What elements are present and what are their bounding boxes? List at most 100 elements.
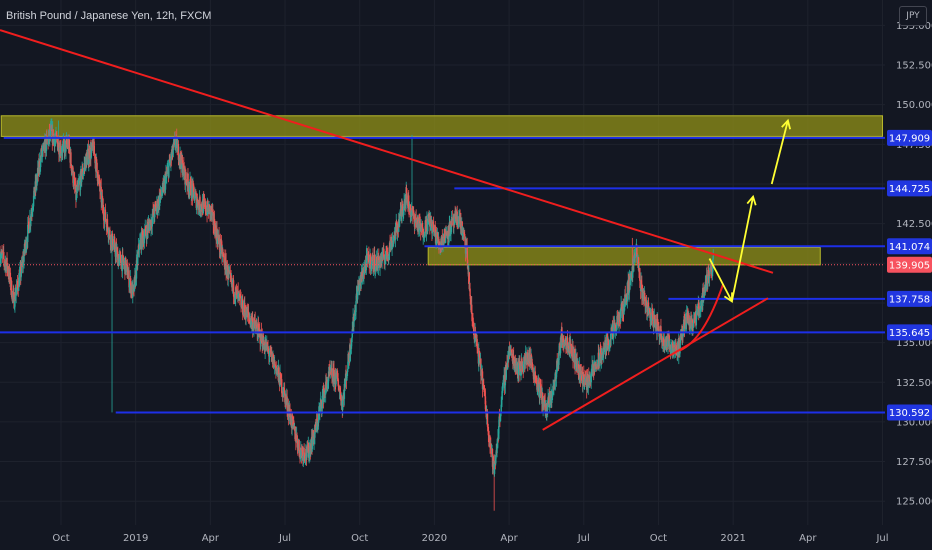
candle-body bbox=[459, 213, 461, 227]
candle-body bbox=[432, 223, 435, 230]
candle-body bbox=[321, 395, 324, 409]
candle-body bbox=[542, 401, 544, 408]
candle-body bbox=[291, 415, 294, 417]
candle-body bbox=[464, 236, 466, 246]
price-axis[interactable]: 155.000152.500150.000147.500145.000142.5… bbox=[885, 0, 932, 550]
candle-body bbox=[669, 344, 672, 354]
candle-body bbox=[120, 254, 122, 264]
candle-body bbox=[374, 269, 376, 272]
candle-body bbox=[259, 330, 261, 332]
candle-body bbox=[572, 345, 574, 361]
candle-body bbox=[321, 408, 323, 409]
candle-body bbox=[250, 315, 253, 325]
candle-body bbox=[200, 209, 202, 211]
candle-body bbox=[547, 396, 549, 406]
candle-body bbox=[654, 318, 656, 327]
candle-body bbox=[601, 355, 604, 358]
projection-arrow-shaft bbox=[731, 196, 754, 302]
candle-body bbox=[296, 440, 299, 449]
candle-body bbox=[188, 187, 191, 193]
candle-body bbox=[595, 364, 597, 366]
candle-body bbox=[519, 361, 521, 376]
candle-body bbox=[472, 325, 475, 328]
candle-body bbox=[620, 304, 622, 309]
candle-body bbox=[248, 315, 250, 318]
candle-body bbox=[556, 363, 559, 367]
candle-body bbox=[105, 221, 107, 224]
candle-body bbox=[39, 160, 41, 168]
candle-body bbox=[179, 152, 182, 162]
candle-body bbox=[81, 168, 84, 176]
candle-body bbox=[712, 255, 714, 260]
candle-body bbox=[257, 323, 259, 339]
candle-body bbox=[54, 139, 56, 141]
candle-body bbox=[269, 347, 272, 350]
candle-body bbox=[626, 282, 629, 302]
candle-body bbox=[61, 144, 64, 153]
trendline bbox=[542, 297, 769, 431]
candle-body bbox=[231, 277, 233, 286]
candle-body bbox=[7, 272, 9, 275]
candle-body bbox=[503, 374, 506, 387]
candle-body bbox=[372, 261, 375, 270]
candle-body bbox=[337, 378, 339, 386]
candle-body bbox=[11, 292, 14, 300]
candle-body bbox=[693, 314, 696, 321]
candle-body bbox=[649, 313, 652, 321]
candle-body bbox=[156, 208, 159, 212]
candle-body bbox=[274, 365, 277, 367]
candle-body bbox=[185, 172, 187, 180]
candle-body bbox=[161, 182, 164, 194]
candle-body bbox=[353, 321, 355, 327]
candle-body bbox=[652, 326, 655, 328]
price-axis-tick-label: 130.000 bbox=[896, 417, 932, 428]
candle-body bbox=[457, 224, 460, 227]
candle-body bbox=[171, 153, 173, 159]
candle-body bbox=[244, 311, 246, 314]
candle-body bbox=[85, 154, 88, 157]
candle-body bbox=[240, 297, 242, 308]
candle-body bbox=[267, 347, 269, 350]
candle-body bbox=[586, 374, 589, 382]
candle-body bbox=[282, 392, 284, 395]
candle-body bbox=[227, 269, 230, 274]
candle-body bbox=[622, 304, 624, 314]
currency-badge[interactable]: JPY bbox=[899, 6, 927, 26]
time-axis[interactable]: Oct 2019 Apr Jul Oct 2020 Apr Jul Oct 2021 Apr Jul bbox=[0, 525, 889, 550]
candle-body bbox=[590, 375, 592, 383]
candle-body bbox=[125, 265, 127, 272]
candle-body bbox=[170, 153, 172, 164]
candle-body bbox=[378, 256, 380, 262]
candle-body bbox=[670, 349, 672, 354]
candle-body bbox=[15, 291, 17, 296]
candle-body bbox=[377, 256, 380, 269]
candle-body bbox=[695, 310, 698, 320]
trendline bbox=[0, 29, 774, 274]
candle-body bbox=[627, 279, 630, 294]
candle-body bbox=[229, 274, 232, 278]
time-axis-tick-label: Jul bbox=[278, 533, 291, 544]
candle-body bbox=[524, 355, 526, 365]
candle-body bbox=[46, 135, 48, 138]
candle-body bbox=[368, 254, 370, 262]
candle-body bbox=[476, 347, 479, 350]
candle-body bbox=[425, 221, 427, 234]
candle-body bbox=[447, 226, 450, 239]
level-price-tag-bg bbox=[887, 129, 932, 146]
candle-body bbox=[387, 254, 389, 256]
candle-body bbox=[332, 368, 335, 370]
candle-body bbox=[176, 137, 178, 153]
candle-body bbox=[521, 358, 523, 367]
zone-rectangle bbox=[427, 246, 821, 266]
candle-body bbox=[303, 447, 305, 455]
candle-body bbox=[666, 346, 669, 347]
candle-body bbox=[208, 204, 211, 206]
candle-body bbox=[257, 323, 260, 328]
candle-body bbox=[603, 347, 606, 349]
candle-body bbox=[225, 270, 228, 275]
candle-body bbox=[216, 228, 218, 239]
candle-body bbox=[536, 382, 538, 390]
candle-body bbox=[219, 239, 222, 252]
candle-body bbox=[83, 167, 85, 172]
